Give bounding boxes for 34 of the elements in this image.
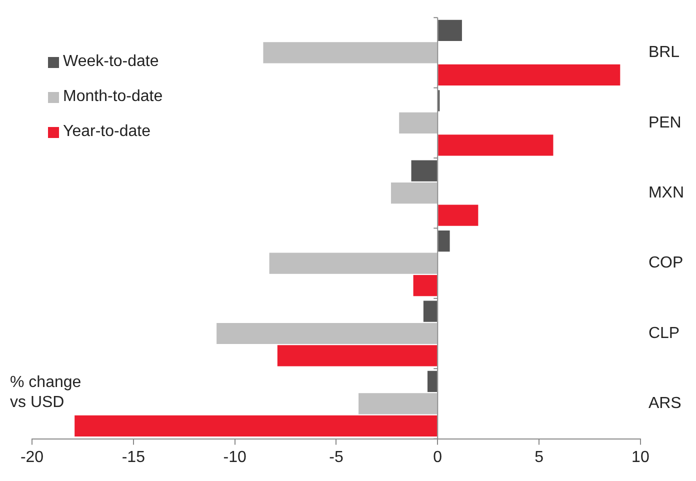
bar: [438, 134, 554, 156]
bar: [438, 64, 620, 86]
legend-label: Week-to-date: [63, 53, 159, 71]
bar: [277, 345, 438, 366]
y-tick-label: ARS: [648, 395, 682, 412]
x-tick-label: -5: [329, 448, 344, 466]
legend-label: Year-to-date: [63, 123, 150, 141]
legend-label: Month-to-date: [63, 88, 163, 106]
x-tick-label: 10: [632, 448, 650, 466]
y-tick-label: COP: [648, 254, 684, 272]
bar: [74, 415, 438, 436]
annotation: % change vs USD: [10, 374, 82, 411]
bar: [438, 204, 478, 226]
bar: [216, 322, 438, 344]
x-tick-label: -15: [122, 448, 146, 466]
bar: [413, 274, 438, 296]
bar: [269, 252, 438, 274]
y-tick-label: CLP: [648, 324, 680, 342]
bar: [438, 20, 462, 42]
x-tick-label: 0: [433, 448, 442, 466]
x-tick-label: -10: [223, 448, 246, 466]
x-tick-label: 5: [534, 448, 544, 466]
y-tick-label: BRL: [648, 44, 680, 62]
bar: [390, 182, 438, 204]
x-tick-label: -20: [20, 448, 44, 466]
bar: [427, 370, 438, 392]
bar: [399, 112, 438, 134]
y-tick-label: PEN: [648, 114, 682, 132]
bar: [438, 230, 450, 252]
bar: [263, 42, 438, 64]
bar: [358, 393, 438, 414]
y-tick-label: MXN: [648, 184, 684, 202]
bar: [423, 300, 438, 322]
bar: [411, 160, 438, 182]
